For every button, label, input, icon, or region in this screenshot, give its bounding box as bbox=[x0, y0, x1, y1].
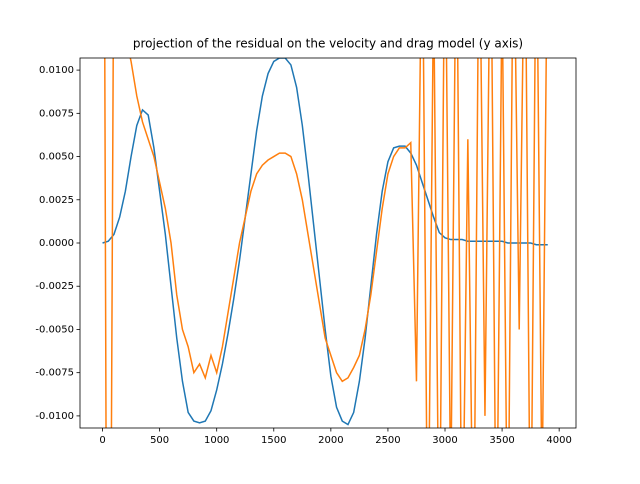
x-tick-label: 4000 bbox=[546, 435, 571, 446]
y-tick-label: -0.0050 bbox=[35, 324, 74, 335]
y-tick-label: 0.0075 bbox=[39, 108, 74, 119]
y-tick-label: 0.0000 bbox=[39, 238, 74, 249]
y-tick-label: -0.0025 bbox=[35, 281, 74, 292]
x-tick-label: 3500 bbox=[489, 435, 514, 446]
x-tick-label: 2000 bbox=[318, 435, 343, 446]
x-tick-label: 1000 bbox=[204, 435, 229, 446]
y-tick-label: -0.0075 bbox=[35, 368, 74, 379]
x-tick-label: 2500 bbox=[375, 435, 400, 446]
chart-title: projection of the residual on the veloci… bbox=[133, 37, 523, 51]
y-tick-label: -0.0100 bbox=[35, 411, 74, 422]
y-tick-label: 0.0050 bbox=[39, 152, 74, 163]
data-line bbox=[104, 58, 547, 428]
y-tick-label: 0.0025 bbox=[39, 195, 74, 206]
x-tick-label: 0 bbox=[99, 435, 105, 446]
x-tick-label: 500 bbox=[150, 435, 169, 446]
plot-area bbox=[102, 58, 548, 428]
y-tick-label: 0.0100 bbox=[39, 65, 74, 76]
x-tick-label: 3000 bbox=[432, 435, 457, 446]
x-tick-label: 1500 bbox=[261, 435, 286, 446]
data-line bbox=[102, 58, 548, 426]
